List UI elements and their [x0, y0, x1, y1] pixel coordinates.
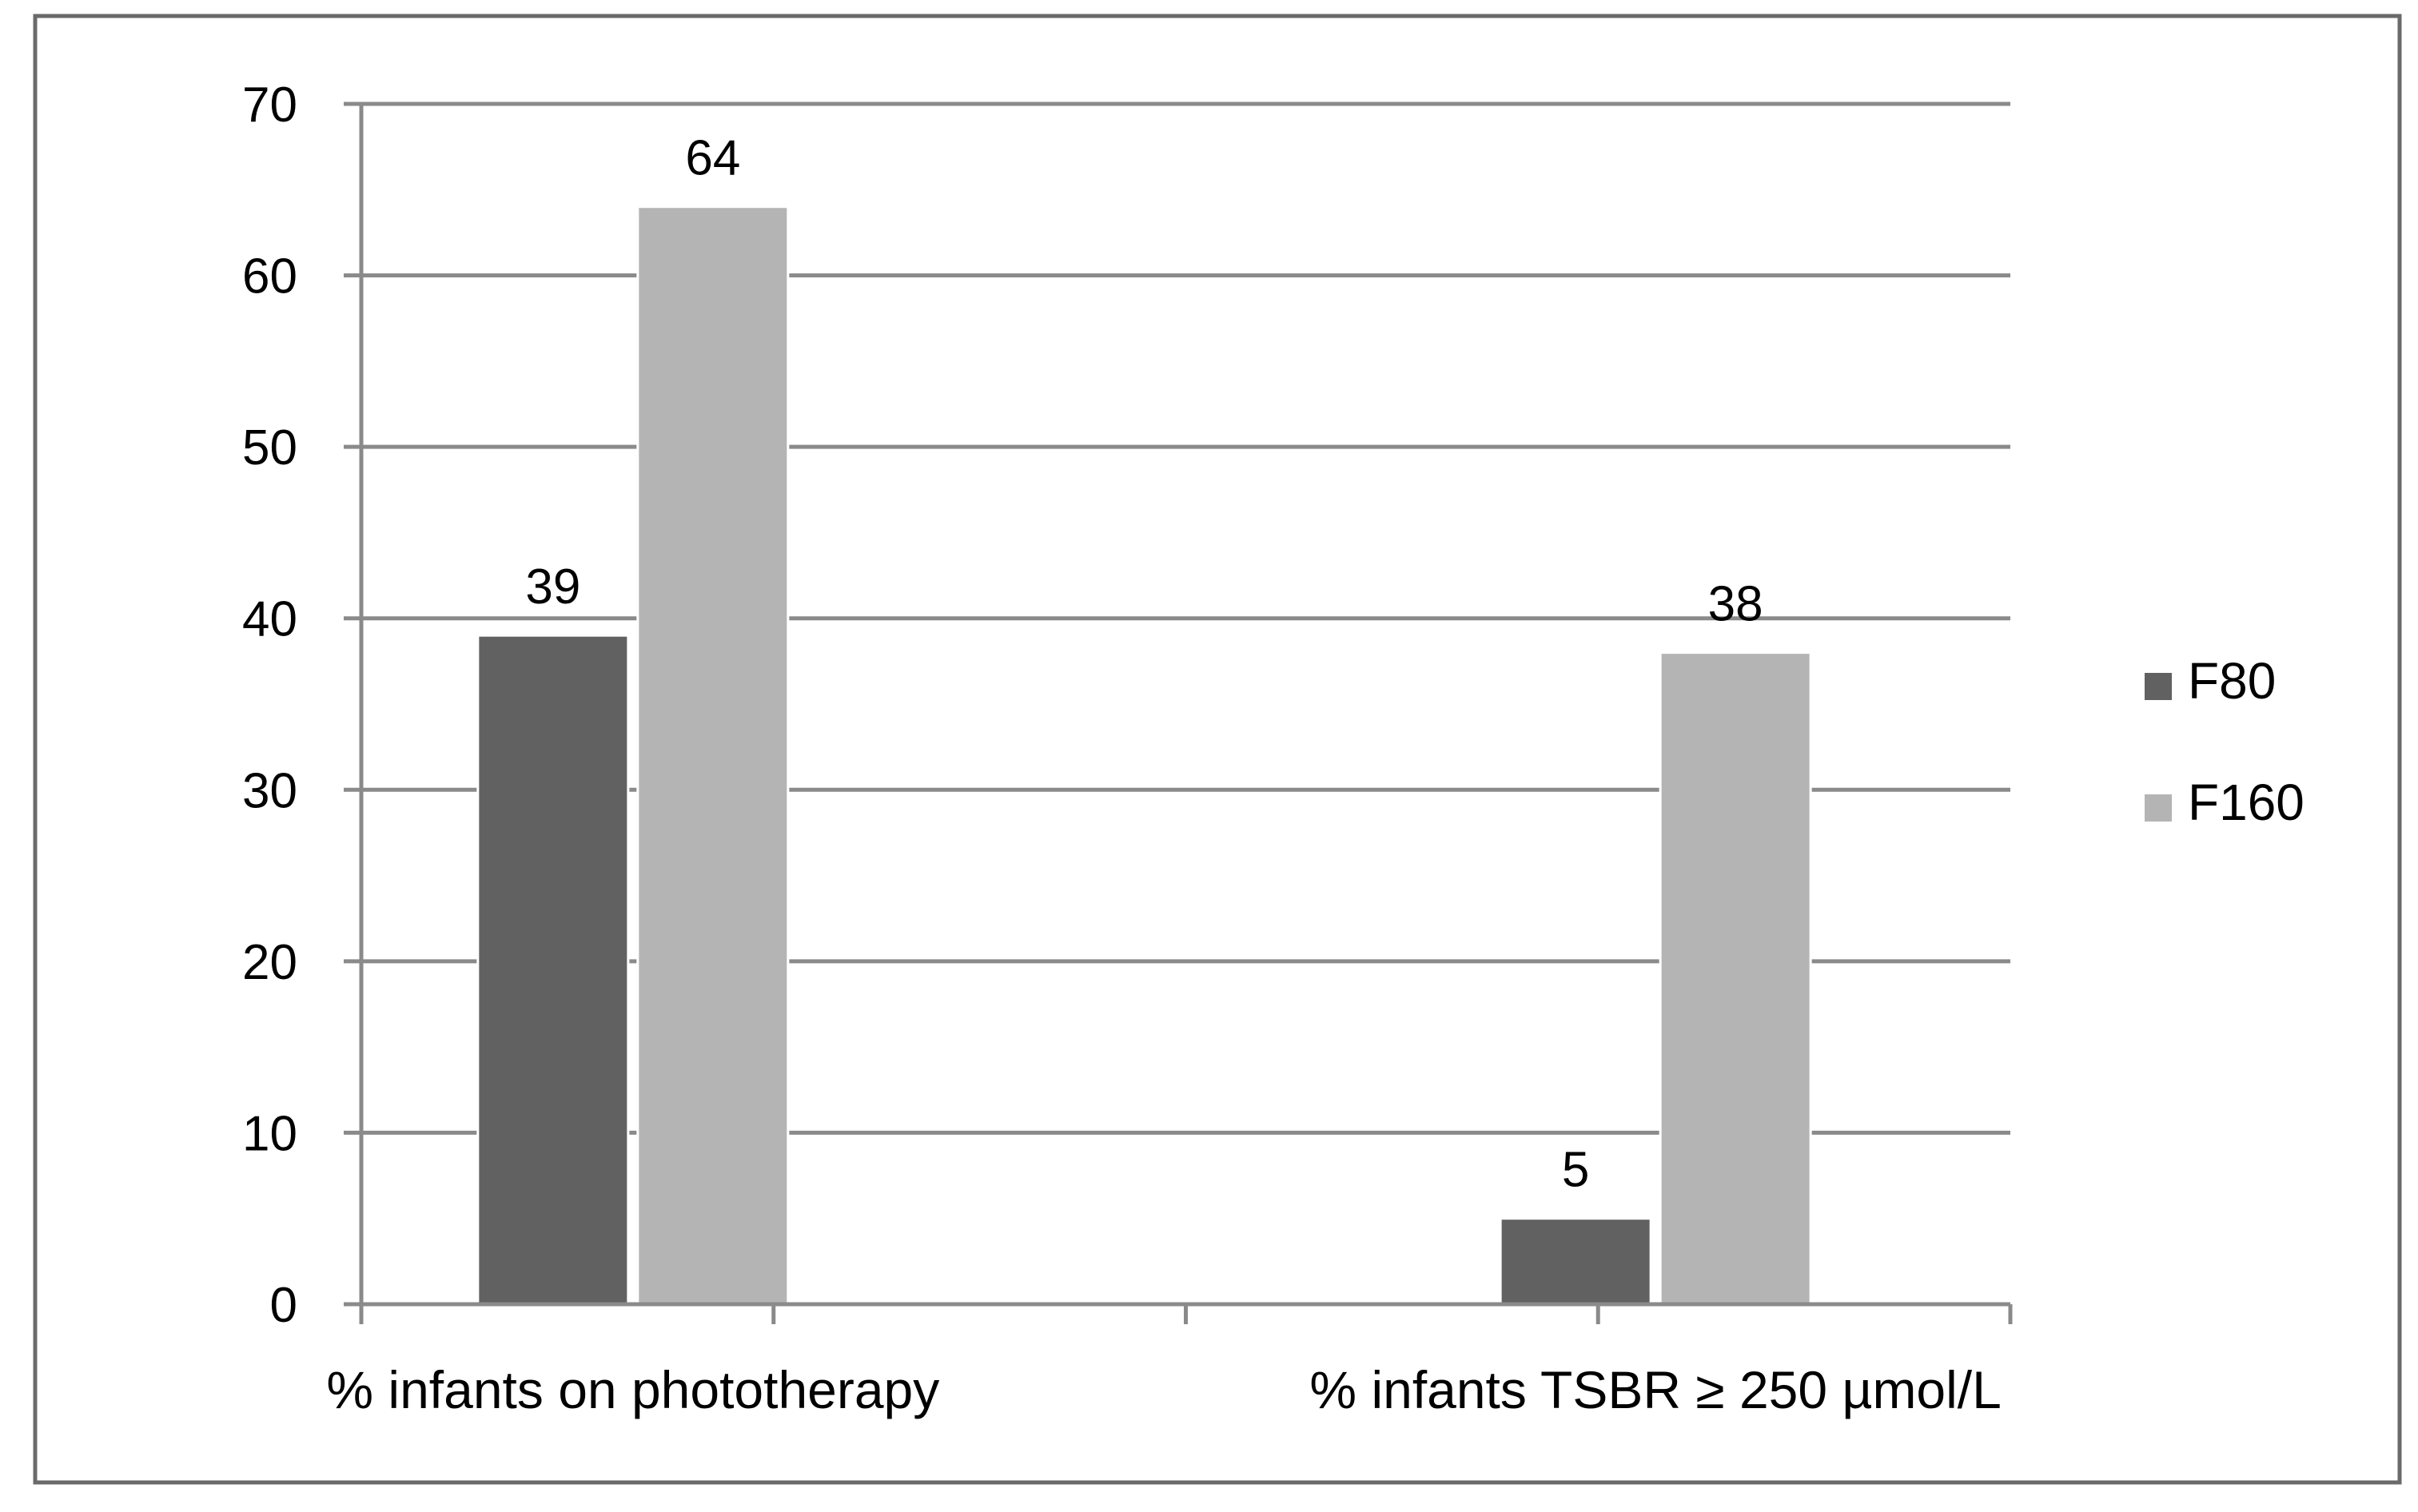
legend-swatch-f80 [2145, 673, 2172, 700]
data-labels: 39 64 5 38 [525, 131, 1763, 1198]
bar-f160-0 [636, 205, 790, 1306]
bars [476, 205, 1812, 1306]
x-category-label: % infants on phototherapy [326, 1360, 939, 1419]
legend-swatch-f160 [2145, 794, 2172, 822]
bar-f160-1 [1659, 651, 1812, 1306]
legend-label: F160 [2188, 774, 2304, 831]
data-label: 5 [1562, 1143, 1589, 1198]
chart-border [33, 14, 2402, 1485]
x-category-label: % infants TSBR ≥ 250 µmol/L [1309, 1360, 2001, 1419]
data-label: 64 [685, 131, 740, 186]
bar-f80-1 [1499, 1217, 1652, 1306]
y-tick-label: 40 [242, 592, 297, 647]
y-tick-label: 10 [242, 1106, 297, 1161]
y-tick-label: 50 [242, 420, 297, 475]
bar-f80-0 [476, 634, 630, 1306]
y-tick-label: 20 [242, 935, 297, 990]
legend: F80 F160 [2145, 652, 2304, 831]
y-tick-label: 70 [242, 78, 297, 133]
data-label: 38 [1708, 577, 1763, 632]
y-tick-label: 0 [270, 1278, 297, 1333]
axes: 0 10 20 30 40 50 60 70 % infants on phototherapy… [242, 78, 2013, 1419]
data-label: 39 [525, 559, 580, 615]
y-tick-label: 60 [242, 249, 297, 304]
legend-label: F80 [2188, 652, 2276, 710]
y-tick-label: 30 [242, 763, 297, 818]
